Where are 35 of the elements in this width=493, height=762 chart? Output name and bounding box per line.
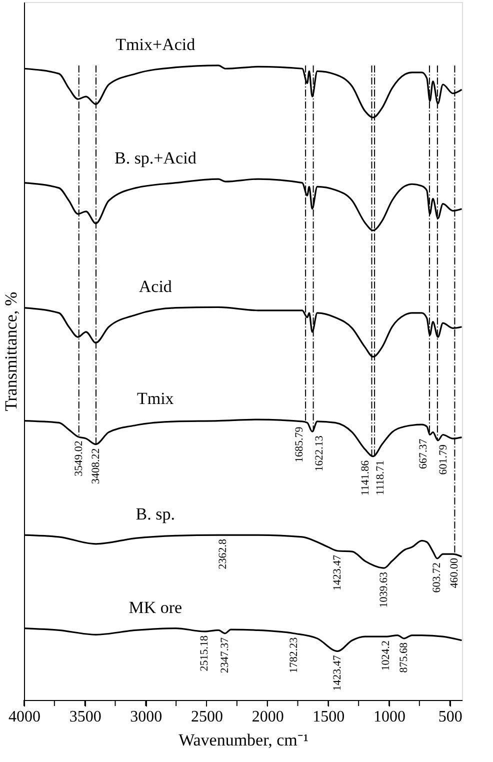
annotation: 3408.22 (90, 448, 102, 484)
annotation: 667.37 (417, 438, 430, 470)
annotation: 1039.63 (378, 572, 390, 608)
annotation: 1423.47 (331, 554, 344, 591)
y-axis-title: Transmittance, % (2, 292, 20, 412)
annotation: 601.79 (437, 444, 450, 475)
series-label: Acid (138, 276, 172, 296)
series-label: MK ore (128, 598, 182, 617)
annotation: 875.68 (398, 642, 410, 673)
annotation: 460.00 (448, 558, 461, 588)
annotation: 1782.23 (288, 636, 300, 674)
annotation: 1141.86 (360, 460, 372, 496)
annotation: 2362.8 (217, 538, 230, 570)
annotation: 2347.37 (219, 636, 232, 674)
x-axis-title: Wavenumber, cm⁻¹ (178, 730, 308, 750)
x-tick-label: 500 (438, 708, 462, 726)
annotation: 1118.71 (374, 460, 387, 496)
x-tick-label: 1000 (374, 708, 406, 726)
x-tick-label: 4000 (8, 708, 40, 726)
annotation: 2515.18 (198, 634, 211, 672)
annotation: 3549.02 (72, 440, 85, 476)
annotation: 603.72 (431, 562, 444, 593)
x-tick-label: 1500 (312, 708, 345, 726)
x-tick-label: 2000 (252, 708, 284, 726)
annotation: 1024.2 (380, 640, 392, 671)
x-tick-label: 3500 (69, 708, 102, 726)
annotation: 1423.47 (331, 654, 344, 691)
series-label: Tmix (136, 389, 174, 408)
x-tick-label: 3000 (130, 708, 162, 726)
series-label: B. sp. (136, 504, 176, 524)
annotation: 1685.79 (294, 426, 306, 462)
annotation: 1622.13 (313, 435, 326, 472)
x-tick-label: 2500 (191, 708, 223, 726)
series-label: Tmix+Acid (116, 35, 196, 54)
series-label: B. sp.+Acid (114, 148, 197, 168)
